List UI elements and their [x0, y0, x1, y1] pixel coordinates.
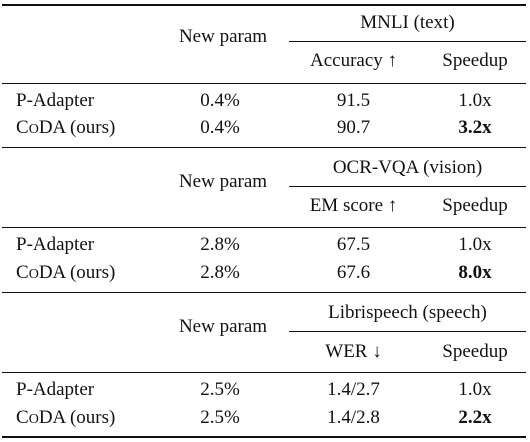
method-suffix: DA (ours) [38, 117, 116, 138]
metric-header: EM score ↑ [309, 195, 398, 216]
speedup-header: Speedup [442, 341, 508, 362]
header-rule [2, 83, 526, 84]
method-prefix: C [16, 407, 29, 428]
method-suffix: DA (ours) [38, 407, 116, 428]
method-smallcap: O [28, 412, 39, 427]
speedup-value: 8.0x [458, 262, 492, 283]
method-name: P-Adapter [16, 234, 95, 255]
method-smallcap: O [28, 267, 39, 282]
score-value: 1.4/2.8 [327, 407, 380, 428]
score-value: 1.4/2.7 [327, 379, 380, 400]
score-value: 91.5 [336, 90, 371, 111]
task-subrule [289, 331, 526, 332]
speedup-value: 2.2x [458, 407, 492, 428]
method-suffix: DA (ours) [38, 262, 116, 283]
param-value: 2.5% [200, 407, 240, 428]
score-value: 67.5 [336, 234, 371, 255]
param-header: New param [178, 26, 268, 47]
param-header: New param [178, 171, 268, 192]
speedup-header: Speedup [442, 50, 508, 71]
method-name: CODA (ours) [16, 117, 115, 141]
score-value: 67.6 [336, 262, 371, 283]
task-subrule [289, 41, 526, 42]
section-rule [2, 292, 526, 293]
speedup-value: 3.2x [458, 117, 492, 138]
method-name: CODA (ours) [16, 262, 115, 286]
method-prefix: C [16, 262, 29, 283]
task-header: Librispeech (speech) [328, 302, 487, 323]
param-value: 0.4% [200, 117, 240, 138]
metric-header: WER ↓ [325, 341, 382, 362]
score-value: 90.7 [336, 117, 371, 138]
param-value: 2.8% [200, 262, 240, 283]
speedup-value: 1.0x [458, 90, 492, 111]
param-value: 2.8% [200, 234, 240, 255]
metric-header: Accuracy ↑ [309, 50, 398, 71]
param-value: 0.4% [200, 90, 240, 111]
task-header: MNLI (text) [360, 12, 455, 33]
method-name: P-Adapter [16, 379, 95, 400]
header-rule [2, 372, 526, 373]
method-smallcap: O [28, 122, 39, 137]
method-prefix: C [16, 117, 29, 138]
speedup-header: Speedup [442, 195, 508, 216]
section-rule [2, 147, 526, 148]
method-name: CODA (ours) [16, 407, 115, 431]
param-value: 2.5% [200, 379, 240, 400]
header-rule [2, 227, 526, 228]
task-subrule [289, 186, 526, 187]
method-name: P-Adapter [16, 90, 95, 111]
bottom-rule [2, 436, 526, 438]
top-rule [2, 4, 526, 6]
speedup-value: 1.0x [458, 379, 492, 400]
speedup-value: 1.0x [458, 234, 492, 255]
task-header: OCR-VQA (vision) [332, 157, 483, 178]
param-header: New param [178, 316, 268, 337]
